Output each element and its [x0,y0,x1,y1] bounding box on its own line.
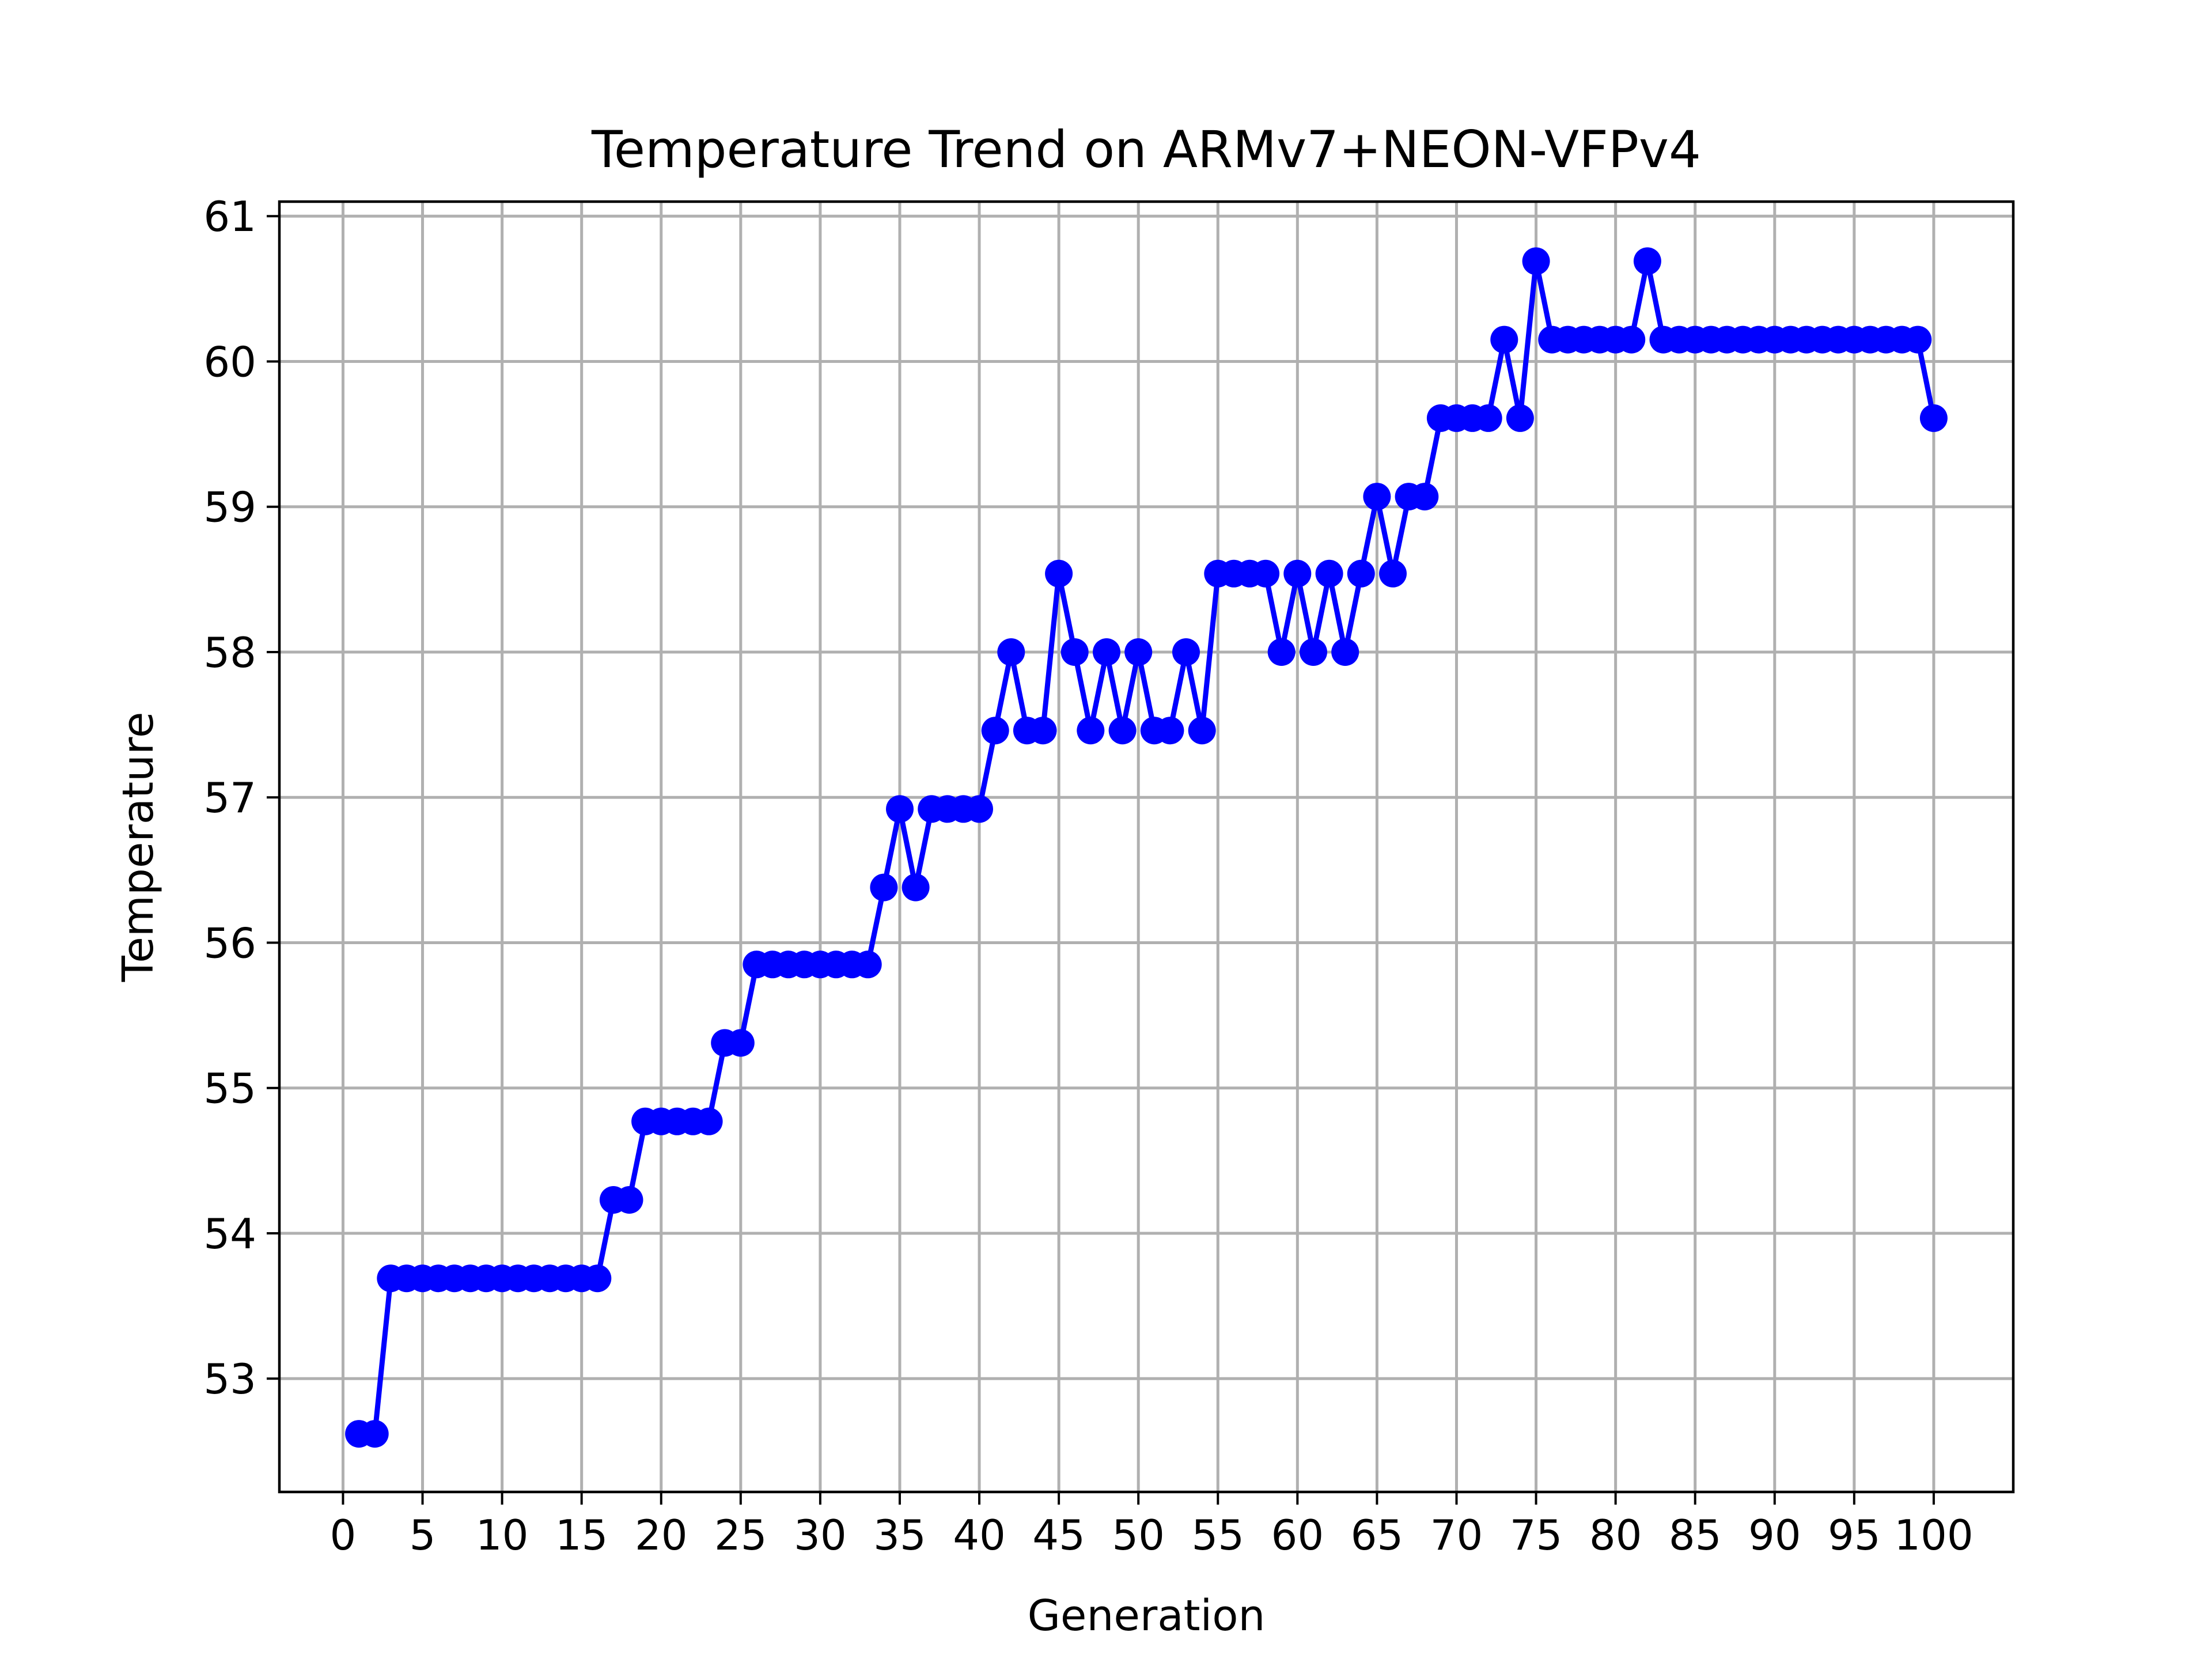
data-point [1283,559,1312,588]
y-tick-label: 53 [203,1355,256,1403]
data-point [1919,404,1948,432]
x-tick-label: 60 [1271,1511,1324,1559]
x-tick-label: 40 [953,1511,1006,1559]
x-tick-label: 5 [410,1511,436,1559]
data-point [1252,559,1280,588]
x-tick-label: 95 [1828,1511,1881,1559]
series-line [356,258,1937,1437]
x-axis-label: Generation [1028,1591,1266,1641]
y-tick-label: 54 [203,1210,256,1258]
chart-title: Temperature Trend on ARMv7+NEON-VFPv4 [591,120,1701,179]
plot-frame [278,200,2015,1494]
y-tick-label: 59 [203,483,256,532]
x-tick-label: 85 [1669,1511,1722,1559]
y-axis-label: Temperature [113,712,163,983]
data-point [584,1264,612,1293]
x-tick-label: 30 [794,1511,847,1559]
data-point [854,950,882,979]
data-point [981,717,1009,745]
x-tick-label: 10 [476,1511,529,1559]
data-point [997,638,1025,666]
x-tick-label: 55 [1191,1511,1244,1559]
data-point [1077,717,1105,745]
x-tick-label: 65 [1351,1511,1404,1559]
x-tick-label: 70 [1430,1511,1483,1559]
data-point [1029,717,1057,745]
data-point [1633,247,1661,275]
data-point [1060,638,1089,666]
x-tick-label: 100 [1894,1511,1973,1559]
data-point [886,795,914,823]
data-point [1490,325,1518,354]
y-tick-label: 55 [203,1065,256,1113]
data-point [1411,483,1439,511]
data-point [1124,638,1153,666]
y-tick-label: 60 [203,338,256,386]
data-point [1347,559,1375,588]
data-point [1474,404,1502,432]
data-point [1379,559,1407,588]
x-tick-label: 35 [873,1511,926,1559]
data-point [965,795,993,823]
data-point [1904,325,1932,354]
grid [279,202,2013,1492]
y-tick-label: 56 [203,919,256,967]
x-tick-label: 90 [1748,1511,1801,1559]
data-point [1093,638,1120,666]
y-tick-label: 57 [203,774,256,822]
data-point [726,1029,755,1057]
data-point [902,873,930,902]
x-tick-label: 20 [635,1511,688,1559]
x-tick-label: 75 [1510,1511,1563,1559]
data-point [1300,638,1327,666]
data-point [1267,638,1296,666]
x-tick-label: 25 [714,1511,767,1559]
series-layer [345,247,1948,1448]
x-tick-label: 50 [1112,1511,1165,1559]
x-tick-label: 15 [555,1511,608,1559]
data-point [1331,638,1359,666]
tick-layer: 0 5 10 15 20 25 30 35 40 45 50 55 60 65 70 75 80 85 90 95 10… [203,192,1973,1559]
x-tick-label: 45 [1032,1511,1085,1559]
data-point [1188,717,1216,745]
data-point [1172,638,1200,666]
data-point [870,873,898,902]
y-tick-label: 58 [203,628,256,677]
data-point [1363,483,1391,511]
data-point [1618,325,1646,354]
data-point [615,1186,643,1214]
data-point [1506,404,1534,432]
data-point [1522,247,1550,275]
x-tick-label: 80 [1589,1511,1642,1559]
data-point [1108,717,1137,745]
data-point [1315,559,1343,588]
data-point [361,1420,389,1448]
data-point [1045,559,1073,588]
y-tick-label: 61 [203,192,256,241]
data-point [695,1107,723,1135]
data-point [1156,717,1184,745]
x-tick-label: 0 [330,1511,357,1559]
